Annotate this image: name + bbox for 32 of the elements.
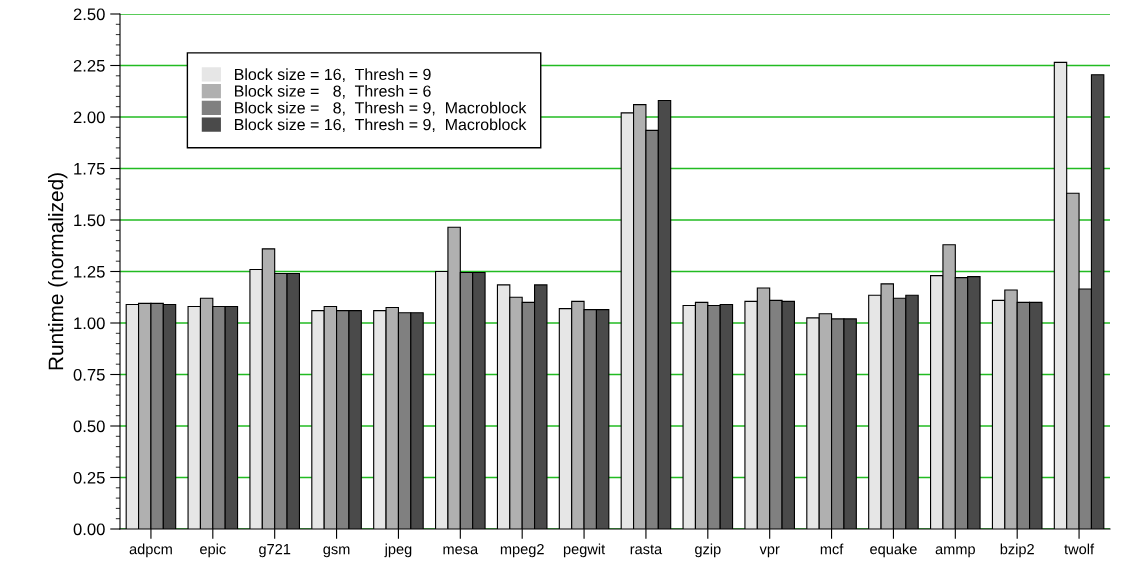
x-tick-label: epic (200, 543, 226, 558)
x-tick-label: equake (870, 543, 917, 558)
x-tick-label: rasta (630, 544, 663, 555)
y-tick-label: 0.75 (73, 368, 105, 381)
x-tick-label: gsm (323, 546, 350, 558)
y-tick-label: 1.50 (74, 214, 105, 227)
y-tick-label: 1.00 (74, 317, 105, 330)
x-tick-label: jpeg (384, 543, 412, 558)
y-tick-label: 0.00 (73, 523, 105, 536)
x-tick-label: ammp (935, 546, 975, 558)
x-tick-label: mpeg2 (500, 543, 544, 558)
y-tick-label: 0.50 (73, 420, 105, 433)
legend-label: Block size = 16, Thresh = 9, Macroblock (235, 118, 527, 133)
x-tick-label: twolf (1064, 543, 1095, 555)
x-tick-label: adpcm (129, 543, 172, 558)
x-tick-label: g721 (259, 543, 291, 558)
x-tick-label: gzip (695, 543, 721, 558)
y-tick-label: 1.25 (74, 265, 105, 278)
x-tick-label: mcf (820, 543, 844, 555)
legend-label: Block size = 8, Thresh = 9, Macroblock (235, 101, 527, 116)
x-tick-label: mesa (443, 546, 479, 555)
legend-label: Block size = 16, Thresh = 9 (235, 68, 431, 82)
y-tick-label: 2.00 (73, 111, 105, 124)
y-tick-label: 0.25 (73, 471, 105, 484)
y-tick-label: 2.25 (73, 59, 105, 72)
y-tick-label: 1.75 (74, 163, 105, 175)
legend-label: Block size = 8, Thresh = 6 (235, 85, 431, 99)
x-tick-label: pegwit (563, 543, 606, 558)
x-tick-label: vpr (759, 546, 780, 558)
y-tick-label: 2.50 (73, 8, 105, 21)
y-axis-title: Runtime (normalized) (48, 173, 68, 370)
x-tick-label: bzip2 (1000, 543, 1034, 558)
